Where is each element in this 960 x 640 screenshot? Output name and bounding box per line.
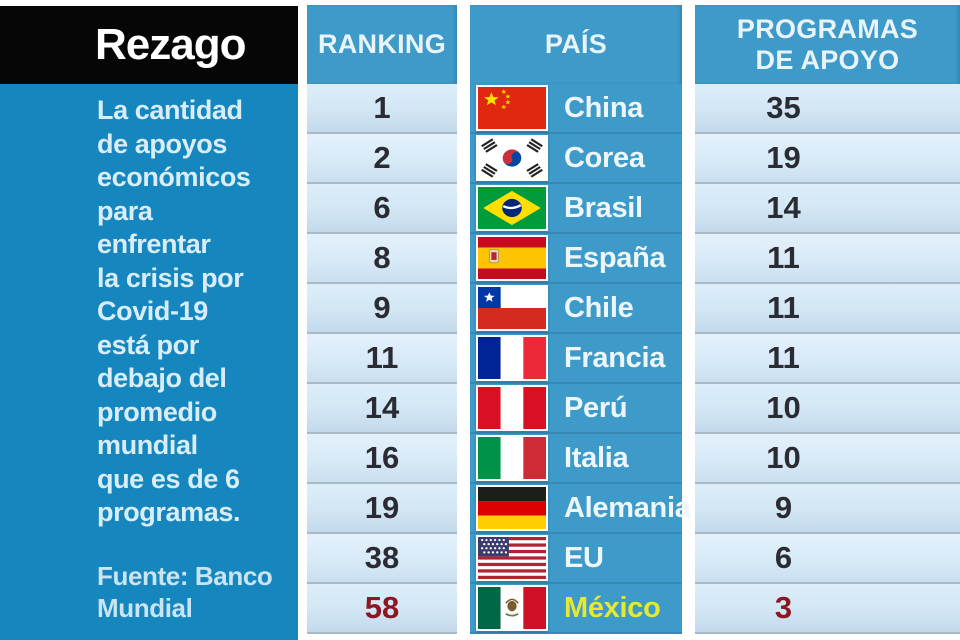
programs-cell: 19 — [695, 134, 960, 184]
country-cell: México — [470, 584, 682, 634]
country-cell: España — [470, 234, 682, 284]
ranking-cell: 9 — [307, 284, 457, 334]
ranking-value: 14 — [364, 390, 400, 425]
programs-cell: 35 — [695, 84, 960, 134]
title-box: Rezago — [0, 6, 298, 84]
country-cell: Italia — [470, 434, 682, 484]
mexico-flag-icon — [476, 585, 548, 631]
programs-cell: 11 — [695, 284, 960, 334]
column-header-country: PAÍS — [470, 5, 682, 84]
country-cell: Chile — [470, 284, 682, 334]
programs-cell: 3 — [695, 584, 960, 634]
spain-flag-icon — [476, 235, 548, 281]
country-label: Chile — [564, 291, 634, 324]
programs-cell: 11 — [695, 234, 960, 284]
programs-cell: 11 — [695, 334, 960, 384]
south-korea-flag-icon — [476, 135, 548, 181]
column-header-programs: PROGRAMAS DE APOYO — [695, 5, 960, 84]
programs-value: 9 — [774, 490, 793, 525]
country-label: Francia — [564, 341, 666, 374]
country-cell: Perú — [470, 384, 682, 434]
programs-cell: 9 — [695, 484, 960, 534]
programs-cell: 10 — [695, 434, 960, 484]
sidebar: La cantidad de apoyos económicos para en… — [0, 84, 298, 640]
ranking-value: 38 — [364, 540, 400, 575]
country-cell: Francia — [470, 334, 682, 384]
country-cell: China — [470, 84, 682, 134]
description-text: La cantidad de apoyos económicos para en… — [97, 95, 251, 527]
programs-value: 14 — [766, 190, 801, 225]
ranking-value: 58 — [364, 590, 400, 625]
programs-cell: 6 — [695, 534, 960, 584]
ranking-value: 6 — [373, 190, 391, 225]
programs-value: 11 — [767, 290, 800, 325]
programs-column-body: 35 19 14 11 11 11 10 10 9 6 3 — [695, 84, 960, 634]
country-label: Brasil — [564, 191, 643, 224]
ranking-column-body: 1 2 6 8 9 11 14 16 19 38 58 — [307, 84, 457, 634]
column-programs: PROGRAMAS DE APOYO 35 19 14 11 11 11 10 10 9 6 3 — [695, 5, 960, 634]
ranking-cell: 58 — [307, 584, 457, 634]
ranking-cell: 2 — [307, 134, 457, 184]
ranking-value: 9 — [373, 290, 391, 325]
country-label: China — [564, 91, 644, 124]
programs-value: 6 — [774, 540, 793, 575]
programs-value: 10 — [766, 390, 801, 425]
country-label: Italia — [564, 441, 629, 474]
country-column-body: China Corea Brasil España Chile Francia … — [470, 84, 691, 634]
ranking-value: 2 — [373, 140, 391, 175]
country-label: Alemania — [564, 491, 691, 524]
ranking-value: 1 — [373, 90, 391, 125]
page-title: Rezago — [95, 20, 246, 69]
programs-value: 19 — [766, 140, 801, 175]
china-flag-icon — [476, 85, 548, 131]
ranking-cell: 14 — [307, 384, 457, 434]
country-cell: EU — [470, 534, 682, 584]
country-label: Corea — [564, 141, 645, 174]
ranking-cell: 11 — [307, 334, 457, 384]
ranking-cell: 1 — [307, 84, 457, 134]
ranking-value: 16 — [364, 440, 400, 475]
country-cell: Corea — [470, 134, 682, 184]
column-ranking: RANKING 1 2 6 8 9 11 14 16 19 38 58 — [307, 5, 457, 634]
ranking-cell: 8 — [307, 234, 457, 284]
ranking-cell: 16 — [307, 434, 457, 484]
column-country: PAÍS China Corea Brasil España Chile Fra… — [470, 5, 691, 634]
country-label: México — [564, 591, 661, 624]
country-cell: Alemania — [470, 484, 691, 534]
ranking-value: 19 — [364, 490, 400, 525]
programs-value: 11 — [767, 340, 800, 375]
source-text: Fuente: Banco Mundial — [97, 560, 273, 623]
italy-flag-icon — [476, 435, 548, 481]
programs-value: 35 — [766, 90, 801, 125]
ranking-cell: 38 — [307, 534, 457, 584]
programs-cell: 14 — [695, 184, 960, 234]
ranking-value: 11 — [365, 340, 399, 375]
ranking-cell: 6 — [307, 184, 457, 234]
country-label: Perú — [564, 391, 628, 424]
programs-value: 3 — [774, 590, 793, 625]
brazil-flag-icon — [476, 185, 548, 231]
programs-value: 11 — [767, 240, 800, 275]
peru-flag-icon — [476, 385, 548, 431]
programs-value: 10 — [766, 440, 801, 475]
country-cell: Brasil — [470, 184, 682, 234]
chile-flag-icon — [476, 285, 548, 331]
usa-flag-icon — [476, 535, 548, 581]
ranking-value: 8 — [373, 240, 391, 275]
column-header-ranking: RANKING — [307, 5, 457, 84]
country-label: España — [564, 241, 666, 274]
programs-cell: 10 — [695, 384, 960, 434]
germany-flag-icon — [476, 485, 548, 531]
ranking-cell: 19 — [307, 484, 457, 534]
country-label: EU — [564, 541, 604, 574]
france-flag-icon — [476, 335, 548, 381]
